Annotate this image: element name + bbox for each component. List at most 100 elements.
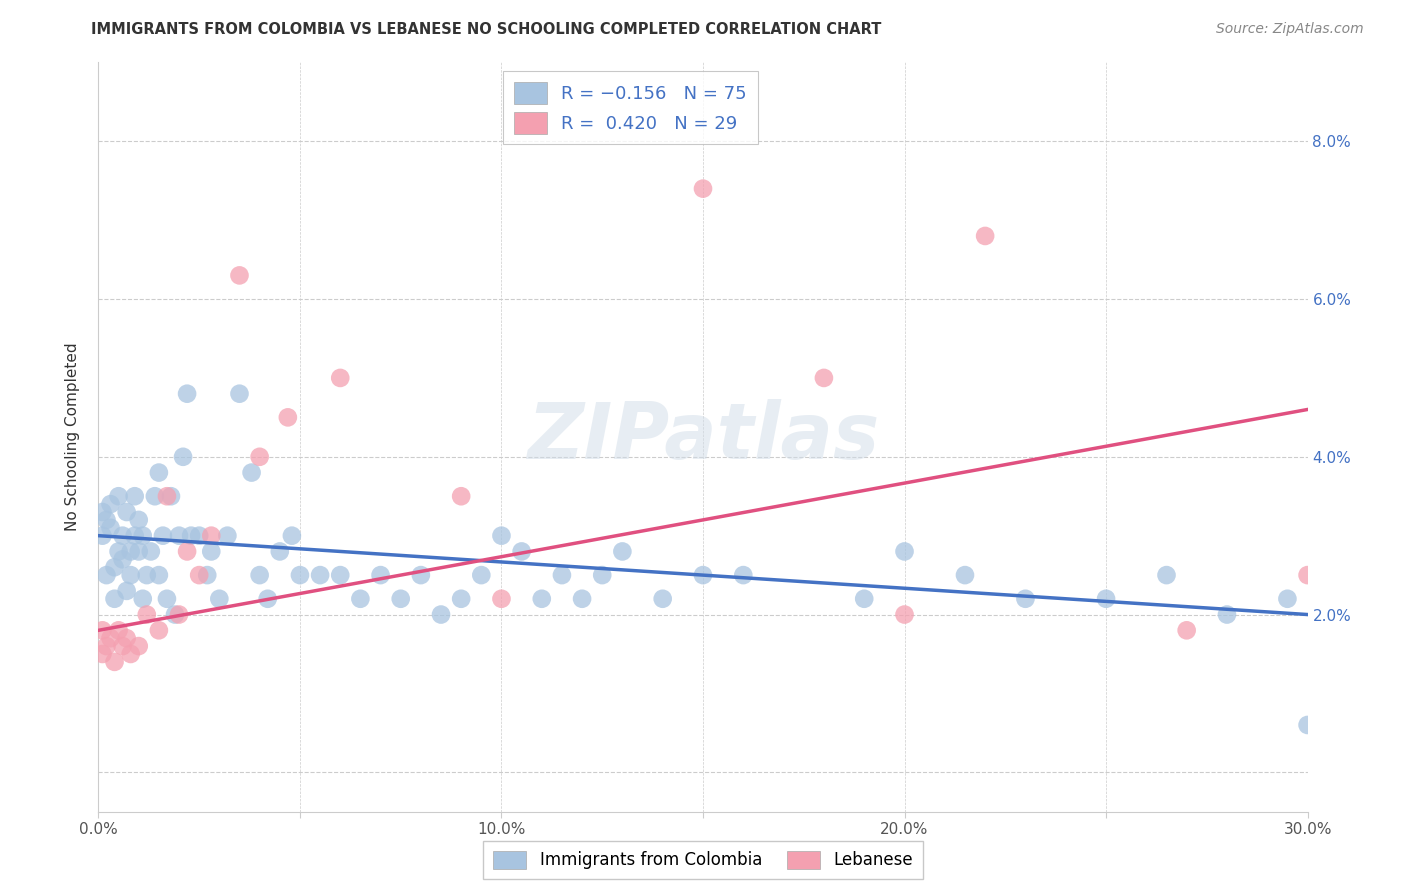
Point [135,568,157,582]
Point [450,591,472,606]
Point [389,591,412,606]
Point [692,181,714,195]
Point [120,568,142,582]
Point [228,268,250,283]
Point [309,568,332,582]
Point [692,568,714,582]
Point [200,529,222,543]
Point [200,544,222,558]
Point [281,529,304,543]
Point [329,371,352,385]
Point [124,529,146,543]
Point [651,591,673,606]
Point [430,607,453,622]
Point [1277,591,1299,606]
Point [156,591,179,606]
Point [953,568,976,582]
Point [103,591,125,606]
Point [115,583,138,598]
Point [228,386,250,401]
Point [167,607,190,622]
Point [1014,591,1036,606]
Point [107,489,129,503]
Point [120,544,142,558]
Point [91,505,114,519]
Point [135,607,157,622]
Point [510,544,533,558]
Point [156,489,179,503]
Point [128,544,150,558]
Point [249,568,271,582]
Point [1296,568,1319,582]
Point [107,624,129,638]
Point [1216,607,1239,622]
Point [612,544,634,558]
Point [370,568,392,582]
Point [148,568,170,582]
Point [491,529,513,543]
Point [103,655,125,669]
Point [96,513,118,527]
Point [349,591,371,606]
Point [1296,718,1319,732]
Point [132,591,155,606]
Point [148,624,170,638]
Point [195,568,218,582]
Point [1175,624,1198,638]
Point [893,544,915,558]
Point [571,591,593,606]
Point [188,529,211,543]
Point [256,591,278,606]
Point [107,544,129,558]
Point [100,521,122,535]
Point [1156,568,1178,582]
Point [853,591,876,606]
Point [115,505,138,519]
Point [111,529,134,543]
Point [115,631,138,645]
Point [143,489,166,503]
Point [91,647,114,661]
Point [329,568,352,582]
Point [100,631,122,645]
Point [152,529,174,543]
Point [148,466,170,480]
Point [893,607,915,622]
Point [167,529,190,543]
Point [132,529,155,543]
Point [176,386,198,401]
Point [188,568,211,582]
Point [974,229,997,244]
Point [124,489,146,503]
Point [813,371,835,385]
Point [96,568,118,582]
Text: IMMIGRANTS FROM COLOMBIA VS LEBANESE NO SCHOOLING COMPLETED CORRELATION CHART: IMMIGRANTS FROM COLOMBIA VS LEBANESE NO … [91,22,882,37]
Point [733,568,755,582]
Point [163,607,186,622]
Point [111,552,134,566]
Point [111,639,134,653]
Point [139,544,162,558]
Point [120,647,142,661]
Point [591,568,613,582]
Point [91,624,114,638]
Point [269,544,291,558]
Point [409,568,432,582]
Text: Source: ZipAtlas.com: Source: ZipAtlas.com [1216,22,1364,37]
Point [530,591,553,606]
Point [208,591,231,606]
Legend: R = −0.156   N = 75, R =  0.420   N = 29: R = −0.156 N = 75, R = 0.420 N = 29 [503,71,758,145]
Point [103,560,125,574]
Y-axis label: No Schooling Completed: No Schooling Completed [65,343,80,532]
Point [551,568,574,582]
Point [450,489,472,503]
Point [470,568,492,582]
Point [240,466,263,480]
Point [128,639,150,653]
Point [277,410,299,425]
Legend: Immigrants from Colombia, Lebanese: Immigrants from Colombia, Lebanese [482,840,924,880]
Text: ZIPatlas: ZIPatlas [527,399,879,475]
Point [160,489,183,503]
Point [1095,591,1118,606]
Point [172,450,194,464]
